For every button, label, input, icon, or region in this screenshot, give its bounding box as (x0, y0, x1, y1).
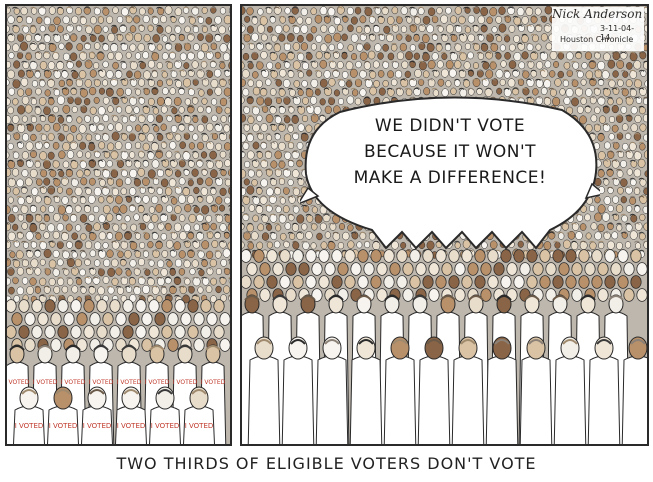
cartoon-caption: TWO THIRDS OF ELIGIBLE VOTERS DON'T VOTE (116, 454, 537, 473)
crowd-foreground (242, 294, 647, 444)
i-voted-shirt-text: I VOTED (89, 379, 114, 386)
speech-line: MAKE A DIFFERENCE! (353, 168, 547, 188)
i-voted-shirt-text: I VOTED (173, 379, 198, 386)
voters-panel: I VOTED I VOTED I VOTED I VOTED I VOTED I VOT… (5, 4, 232, 446)
i-voted-shirt-text: I VOTED (83, 422, 112, 430)
i-voted-shirt-text: I VOTED (201, 379, 226, 386)
artist-signature: Nick Anderson 3-11-04-14 Houston Chronic… (552, 7, 644, 51)
i-voted-shirt-text: I VOTED (61, 379, 86, 386)
voting-crowd: I VOTED I VOTED I VOTED I VOTED I VOTED I VOT… (7, 6, 230, 444)
signature-paper: Houston Chronicle (560, 35, 634, 44)
i-voted-shirt-text: I VOTED (145, 379, 170, 386)
i-voted-shirt-text: I VOTED (49, 422, 78, 430)
signature-date: 3-11-04-14 (600, 24, 635, 42)
i-voted-shirt-text: I VOTED (117, 379, 142, 386)
signature-name: Nick Anderson (552, 7, 643, 21)
crowd-heads (7, 6, 230, 352)
speech-bubble-text: WE DIDN'T VOTE BECAUSE IT WON'T MAKE A D… (322, 113, 578, 191)
i-voted-shirt-text: I VOTED (15, 422, 44, 430)
crowd-foreground: I VOTED I VOTED I VOTED I VOTED I VOTED I VOT… (7, 344, 227, 444)
i-voted-shirt-text: I VOTED (7, 379, 30, 386)
i-voted-shirt-text: I VOTED (151, 422, 180, 430)
i-voted-shirt-text: I VOTED (117, 422, 146, 430)
speech-bubble (300, 96, 600, 250)
i-voted-shirt-text: I VOTED (33, 379, 58, 386)
speech-line: WE DIDN'T VOTE (374, 116, 526, 136)
speech-line: BECAUSE IT WON'T (363, 142, 537, 162)
i-voted-shirt-text: I VOTED (185, 422, 214, 430)
